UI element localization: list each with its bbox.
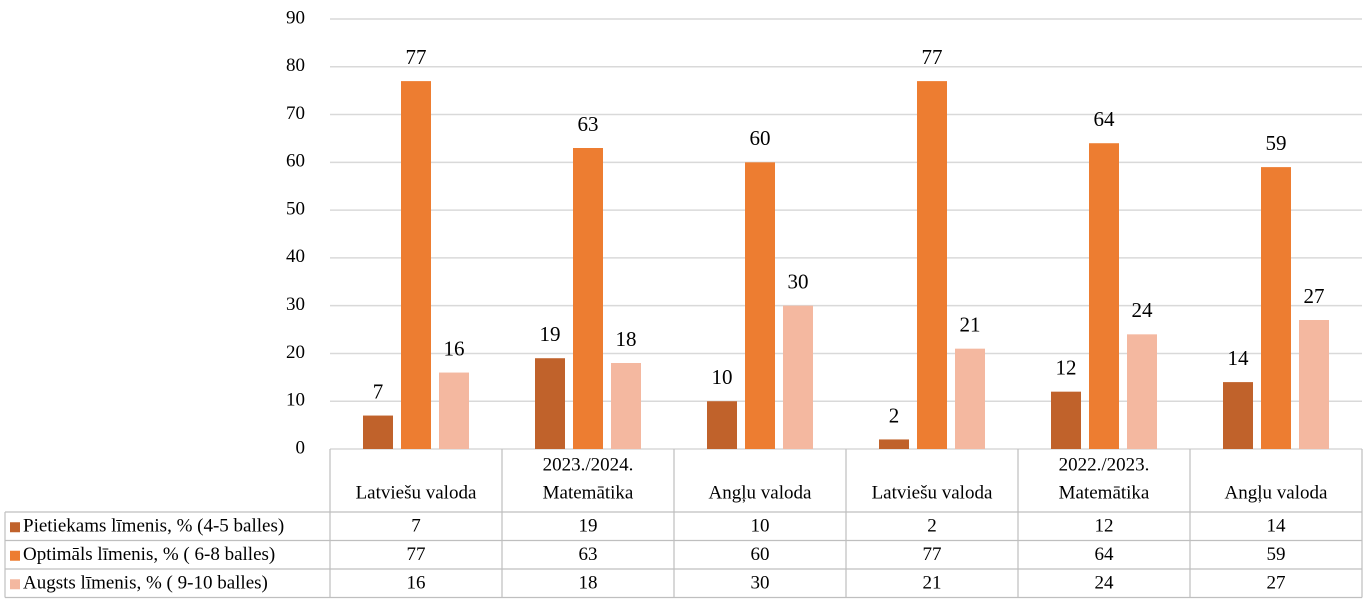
bar: [745, 162, 775, 450]
y-tick-label: 60: [286, 151, 305, 172]
data-label: 59: [1266, 131, 1287, 155]
data-label: 21: [960, 312, 981, 336]
table-cell: 19: [579, 516, 598, 537]
bar: [439, 372, 469, 449]
bar: [1299, 320, 1329, 449]
y-tick-label: 20: [286, 342, 305, 363]
table-cell: 63: [579, 544, 598, 565]
x-tick-label: Latviešu valoda: [872, 482, 993, 503]
table-cell: 12: [1095, 516, 1114, 537]
data-label: 7: [373, 379, 384, 403]
table-cell: 64: [1095, 544, 1115, 565]
data-label: 10: [712, 365, 733, 389]
table-cell: 14: [1267, 516, 1287, 537]
table-cell: 30: [751, 573, 770, 594]
bar: [611, 363, 641, 449]
data-label: 77: [406, 45, 427, 69]
data-label: 77: [922, 45, 943, 69]
data-label: 60: [750, 126, 771, 150]
bar: [1223, 382, 1253, 449]
data-label: 64: [1094, 107, 1116, 131]
y-tick-label: 0: [296, 437, 306, 458]
table-cell: 2: [927, 516, 937, 537]
y-tick-label: 10: [286, 390, 305, 411]
data-label: 14: [1228, 346, 1250, 370]
bar: [401, 81, 431, 449]
data-label: 30: [788, 269, 809, 293]
y-tick-label: 40: [286, 246, 305, 267]
legend-label: Optimāls līmenis, % ( 6-8 balles): [23, 544, 275, 565]
bar: [535, 358, 565, 449]
data-label: 24: [1132, 298, 1154, 322]
legend-swatch: [10, 579, 20, 590]
table-cell: 77: [923, 544, 942, 565]
bar: [707, 401, 737, 449]
legend-label: Augsts līmenis, % ( 9-10 balles): [23, 573, 268, 594]
bar: [1261, 167, 1291, 449]
bar: [955, 348, 985, 449]
legend-swatch: [10, 550, 20, 561]
bar: [1127, 334, 1157, 449]
data-label: 12: [1056, 355, 1077, 379]
legend-swatch: [10, 522, 20, 533]
table-cell: 7: [411, 516, 421, 537]
table-cell: 59: [1267, 544, 1286, 565]
group-label: 2022./2023.: [1059, 454, 1150, 475]
legend-label: Pietiekams līmenis, % (4-5 balles): [23, 516, 284, 537]
y-tick-label: 90: [286, 7, 305, 28]
bar: [1051, 391, 1081, 449]
table-cell: 18: [579, 573, 598, 594]
bar: [1089, 143, 1119, 449]
data-label: 27: [1304, 284, 1325, 308]
data-label: 16: [444, 336, 465, 360]
bar: [363, 415, 393, 449]
x-tick-label: Angļu valoda: [1225, 482, 1328, 503]
data-label: 2: [889, 403, 900, 427]
data-label: 63: [578, 112, 599, 136]
x-tick-label: Matemātika: [1059, 482, 1150, 503]
table-cell: 60: [751, 544, 770, 565]
data-label: 19: [540, 322, 561, 346]
table-cell: 77: [407, 544, 426, 565]
table-cell: 24: [1095, 573, 1115, 594]
bar: [917, 81, 947, 449]
table-cell: 27: [1267, 573, 1286, 594]
data-label: 18: [616, 327, 637, 351]
group-label: 2023./2024.: [543, 454, 634, 475]
table-cell: 16: [407, 573, 426, 594]
y-tick-label: 50: [286, 198, 305, 219]
table-cell: 21: [923, 573, 942, 594]
y-tick-label: 80: [286, 55, 305, 76]
bar: [573, 148, 603, 449]
bar: [879, 439, 909, 449]
bar: [783, 305, 813, 449]
x-tick-label: Matemātika: [543, 482, 634, 503]
x-tick-label: Angļu valoda: [709, 482, 812, 503]
y-tick-label: 70: [286, 103, 305, 124]
y-tick-label: 30: [286, 294, 305, 315]
x-tick-label: Latviešu valoda: [356, 482, 477, 503]
table-cell: 10: [751, 516, 770, 537]
